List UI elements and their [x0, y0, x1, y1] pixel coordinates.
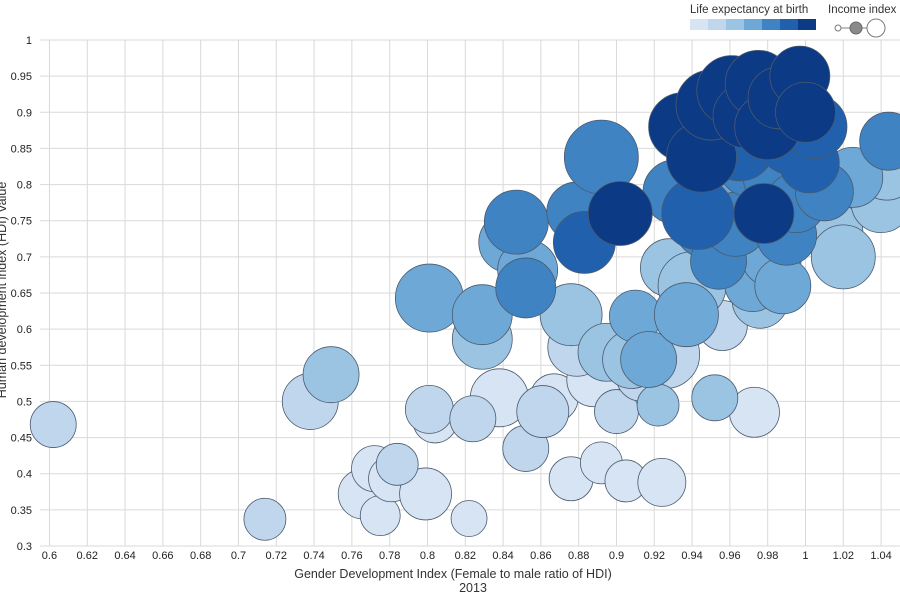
- y-tick-label: 0.35: [11, 505, 32, 517]
- x-axis-title: Gender Development Index (Female to male…: [294, 567, 612, 581]
- y-tick-label: 0.85: [11, 143, 32, 155]
- x-tick-label: 0.94: [681, 550, 702, 562]
- y-tick-label: 0.6: [17, 324, 32, 336]
- x-tick-label: 0.6: [42, 550, 57, 562]
- bubble-point: [691, 374, 739, 422]
- x-tick-label: 0.92: [644, 550, 665, 562]
- x-tick-label: 0.76: [341, 550, 362, 562]
- x-tick-label: 1.04: [870, 550, 891, 562]
- bubble-point: [243, 497, 287, 541]
- x-tick-label: 0.98: [757, 550, 778, 562]
- y-tick-label: 0.95: [11, 71, 32, 83]
- x-tick-label: 0.96: [719, 550, 740, 562]
- y-tick-label: 0.9: [17, 107, 32, 119]
- legend-color-swatch: [690, 19, 708, 30]
- bubble-point: [375, 442, 419, 486]
- x-tick-label: 0.78: [379, 550, 400, 562]
- legend-size-small: [834, 24, 842, 32]
- legend-color-title: Life expectancy at birth: [690, 4, 808, 16]
- x-tick-label: 0.82: [455, 550, 476, 562]
- y-tick-label: 0.55: [11, 360, 32, 372]
- legend-size-title: Income index: [828, 4, 897, 16]
- bubble-point: [810, 224, 876, 290]
- legend-color-scale: [690, 19, 816, 30]
- bubble-point: [29, 401, 77, 448]
- x-tick-label: 0.7: [231, 550, 246, 562]
- bubble-point: [654, 282, 719, 348]
- bubble-point: [516, 385, 570, 438]
- bubble-point: [733, 183, 795, 244]
- bubbles: [29, 45, 900, 541]
- legend-size-medium: [849, 21, 863, 35]
- x-tick-label: 1: [802, 550, 808, 562]
- x-tick-label: 0.9: [609, 550, 624, 562]
- x-tick-label: 0.64: [114, 550, 135, 562]
- tick-labels: 0.6 0.62 0.64 0.66 0.68 0.7 0.72 0.74 0.76 0.78 0.…: [11, 35, 892, 562]
- x-axis-subtitle: 2013: [459, 581, 487, 595]
- y-axis-title: Human development index (HDI) Value: [0, 182, 9, 399]
- x-tick-label: 0.72: [266, 550, 287, 562]
- y-tick-label: 0.8: [17, 180, 32, 192]
- bubble-point: [620, 331, 678, 388]
- y-tick-label: 0.3: [17, 541, 32, 553]
- legend-size-large: [866, 18, 886, 38]
- y-tick-label: 0.4: [17, 469, 32, 481]
- legend-color-swatch: [780, 19, 798, 30]
- x-tick-label: 0.66: [152, 550, 173, 562]
- x-tick-label: 0.8: [420, 550, 435, 562]
- bubble-point: [775, 81, 836, 143]
- legend-color-swatch: [726, 19, 744, 30]
- y-tick-label: 0.5: [17, 396, 32, 408]
- bubble-point: [399, 467, 452, 521]
- x-tick-label: 0.68: [190, 550, 211, 562]
- bubble-point: [587, 181, 653, 246]
- bubble-point: [302, 346, 360, 404]
- y-tick-label: 0.75: [11, 216, 32, 228]
- bubble-point: [754, 257, 812, 315]
- y-tick-label: 1: [26, 35, 32, 47]
- x-tick-label: 0.88: [568, 550, 589, 562]
- bubble-point: [404, 384, 454, 434]
- legend-color-swatch: [762, 19, 780, 30]
- legend-color-swatch: [744, 19, 762, 30]
- legend-size-scale: [834, 18, 886, 38]
- bubble-point: [859, 111, 900, 171]
- y-tick-label: 0.7: [17, 252, 32, 264]
- bubble-point: [637, 457, 687, 507]
- legend: Life expectancy at birth Income index: [690, 4, 897, 38]
- y-tick-label: 0.65: [11, 288, 32, 300]
- legend-color-swatch: [708, 19, 726, 30]
- x-tick-label: 0.84: [492, 550, 513, 562]
- bubble-point: [483, 189, 549, 255]
- legend-color-swatch: [798, 19, 816, 30]
- x-tick-label: 0.62: [77, 550, 98, 562]
- bubble-point: [495, 257, 557, 319]
- bubble-point: [450, 500, 488, 537]
- x-tick-label: 0.74: [303, 550, 324, 562]
- bubble-point: [636, 383, 680, 427]
- x-tick-label: 0.86: [530, 550, 551, 562]
- y-tick-label: 0.45: [11, 433, 32, 445]
- x-tick-label: 1.02: [833, 550, 854, 562]
- bubble-point: [449, 395, 497, 443]
